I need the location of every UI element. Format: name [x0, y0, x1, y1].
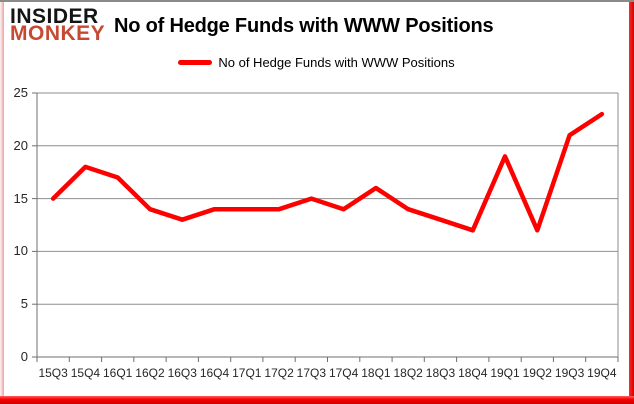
x-axis-tick-label: 18Q1 [361, 366, 391, 380]
x-axis-tick-label: 17Q1 [232, 366, 262, 380]
plot-area: 0 5 10 15 20 25 15Q3 15Q4 16Q1 16Q2 16Q3 16Q4 17Q1 17… [4, 2, 629, 396]
x-axis-tick-label: 17Q4 [328, 366, 359, 380]
x-axis-tick-label: 16Q4 [199, 366, 230, 380]
x-axis-tick-label: 16Q2 [135, 366, 165, 380]
chart-canvas: INSIDER MONKEY No of Hedge Funds with WW… [4, 2, 629, 396]
frame-border-right [629, 2, 634, 396]
chart-legend: No of Hedge Funds with WWW Positions [4, 55, 629, 70]
x-axis-tick-label: 19Q2 [522, 366, 552, 380]
x-axis-tick-label: 17Q2 [264, 366, 294, 380]
frame-border-top [0, 0, 634, 2]
x-axis-tick-label: 15Q3 [38, 366, 68, 380]
x-axis-tick-label: 19Q4 [587, 366, 617, 380]
legend-line-swatch [178, 60, 213, 65]
y-axis-tick-label: 15 [13, 190, 28, 206]
y-axis-tick-label: 10 [13, 243, 28, 259]
y-axis-tick-label: 25 [13, 85, 28, 100]
x-axis-tick-label: 16Q1 [103, 366, 133, 380]
y-axis-tick-label: 0 [20, 349, 28, 364]
legend-label: No of Hedge Funds with WWW Positions [218, 55, 455, 70]
frame-border-left [0, 2, 4, 396]
x-axis-tick-label: 16Q3 [167, 366, 197, 380]
chart-title: No of Hedge Funds with WWW Positions [114, 15, 494, 37]
logo-insider-text: INSIDER [10, 5, 99, 28]
logo-monkey-text: MONKEY [10, 22, 106, 45]
insider-monkey-logo: INSIDER MONKEY [10, 5, 106, 45]
x-axis-tick-label: 19Q1 [490, 366, 520, 380]
x-axis-tick-label: 15Q4 [70, 366, 101, 380]
line-chart-svg [32, 92, 619, 362]
x-axis-tick-label: 18Q3 [425, 366, 456, 380]
x-axis-tick-label: 17Q3 [296, 366, 327, 380]
frame-border-bottom [0, 396, 634, 404]
x-axis-tick-label: 19Q3 [554, 366, 585, 380]
data-line [50, 111, 605, 233]
x-axis-tick-label: 18Q4 [458, 366, 488, 380]
y-axis-tick-label: 20 [13, 137, 28, 153]
x-axis-tick-label: 18Q2 [393, 366, 423, 380]
y-axis-tick-label: 5 [20, 296, 28, 312]
